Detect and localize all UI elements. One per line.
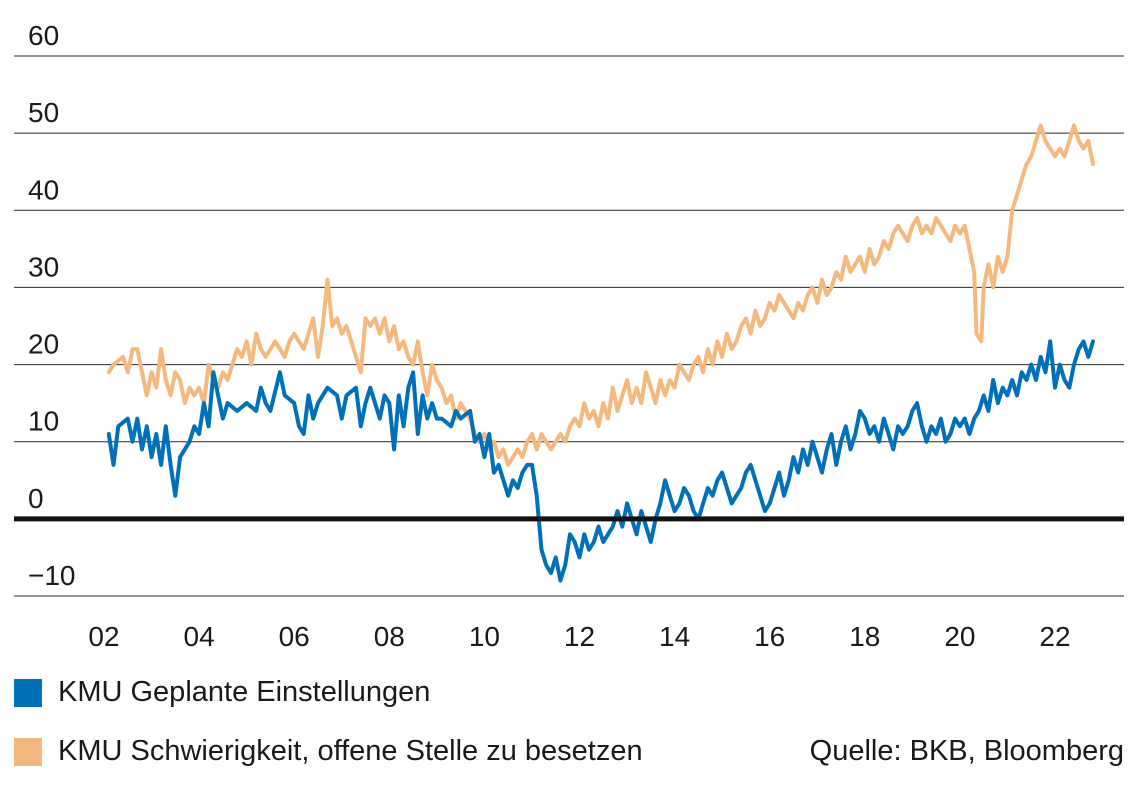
y-tick-label: 30 bbox=[28, 251, 59, 282]
y-tick-label: 60 bbox=[28, 20, 59, 51]
y-tick-label: 10 bbox=[28, 406, 59, 437]
legend-swatch-blue bbox=[14, 678, 42, 707]
x-tick-label: 04 bbox=[184, 621, 215, 652]
y-axis-labels: −10 0 10 20 30 40 50 60 bbox=[28, 20, 76, 591]
x-tick-label: 18 bbox=[849, 621, 880, 652]
grid-lines bbox=[14, 55, 1124, 597]
series-line-hiring-difficulty bbox=[106, 123, 1095, 467]
x-axis-labels: 02 04 06 08 10 12 14 16 18 20 22 bbox=[88, 621, 1070, 652]
source-note: Quelle: BKB, Bloomberg bbox=[809, 735, 1124, 767]
legend-item-hiring-difficulty: KMU Schwierigkeit, offene Stelle zu bese… bbox=[14, 735, 1124, 768]
y-tick-label: 40 bbox=[28, 174, 59, 205]
series-line-planned-hires bbox=[106, 339, 1095, 583]
y-tick-label: −10 bbox=[28, 560, 76, 591]
legend-item-planned-hires: KMU Geplante Einstellungen bbox=[14, 676, 1124, 709]
y-tick-label: 0 bbox=[28, 483, 44, 514]
x-tick-label: 08 bbox=[374, 621, 405, 652]
line-chart: −10 0 10 20 30 40 50 60 02 04 06 08 10 12 14 16 18 20 22 bbox=[14, 20, 1124, 652]
series-lines bbox=[106, 123, 1095, 583]
x-tick-label: 10 bbox=[469, 621, 500, 652]
legend-label-hiring-difficulty: KMU Schwierigkeit, offene Stelle zu bese… bbox=[58, 735, 643, 767]
x-tick-label: 16 bbox=[754, 621, 785, 652]
legend-label-planned-hires: KMU Geplante Einstellungen bbox=[58, 676, 431, 708]
x-tick-label: 12 bbox=[564, 621, 595, 652]
x-tick-label: 02 bbox=[88, 621, 119, 652]
legend-swatch-orange bbox=[14, 737, 42, 766]
x-tick-label: 14 bbox=[659, 621, 690, 652]
x-tick-label: 22 bbox=[1039, 621, 1070, 652]
y-tick-label: 20 bbox=[28, 329, 59, 360]
y-tick-label: 50 bbox=[28, 97, 59, 128]
x-tick-label: 20 bbox=[944, 621, 975, 652]
x-tick-label: 06 bbox=[279, 621, 310, 652]
